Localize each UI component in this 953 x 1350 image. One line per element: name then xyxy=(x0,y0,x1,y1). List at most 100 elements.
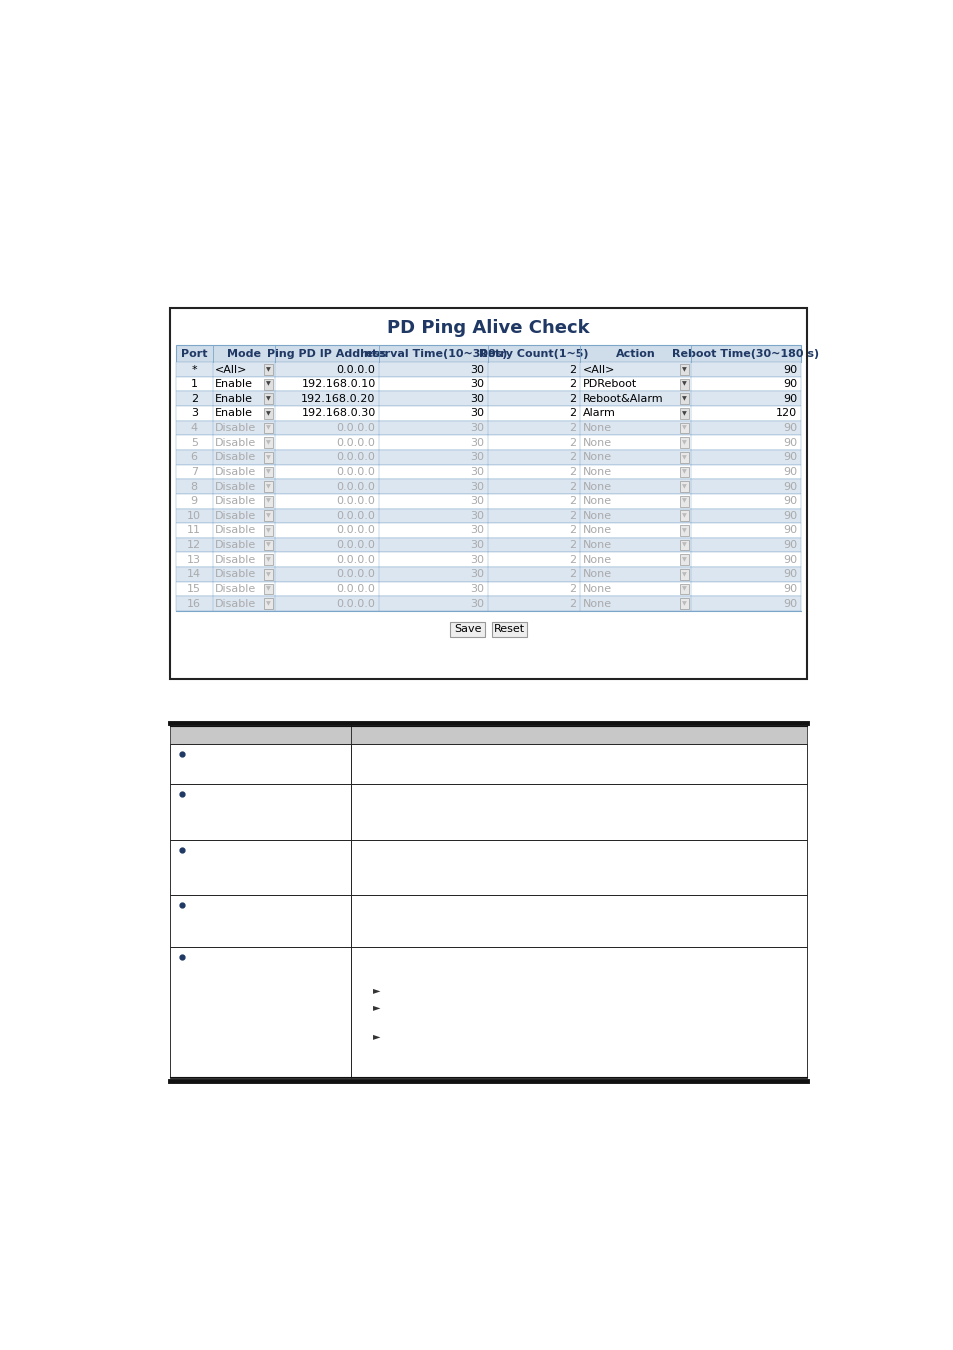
Bar xyxy=(679,555,688,566)
Text: 11: 11 xyxy=(187,525,201,536)
Bar xyxy=(264,583,274,594)
Text: Alarm: Alarm xyxy=(582,409,615,418)
Text: 2: 2 xyxy=(191,394,197,404)
Bar xyxy=(264,568,274,579)
Bar xyxy=(175,392,801,406)
Text: 30: 30 xyxy=(470,525,483,536)
Bar xyxy=(170,948,351,1079)
Bar xyxy=(170,308,806,679)
Text: 90: 90 xyxy=(782,510,797,521)
Text: ▼: ▼ xyxy=(266,382,271,386)
Text: 90: 90 xyxy=(782,452,797,462)
Text: ▼: ▼ xyxy=(266,455,271,460)
Text: 90: 90 xyxy=(782,497,797,506)
Text: 90: 90 xyxy=(782,585,797,594)
Text: *: * xyxy=(192,364,197,374)
Text: None: None xyxy=(582,467,611,477)
Bar xyxy=(679,437,688,448)
Text: Disable: Disable xyxy=(214,452,256,462)
Text: 0.0.0.0: 0.0.0.0 xyxy=(336,437,375,448)
Bar xyxy=(170,784,351,840)
Text: Action: Action xyxy=(615,348,655,359)
Text: ▼: ▼ xyxy=(266,558,271,562)
Text: 30: 30 xyxy=(470,482,483,491)
Text: 4: 4 xyxy=(191,423,197,433)
Bar xyxy=(170,724,351,744)
Text: 30: 30 xyxy=(470,467,483,477)
Text: 14: 14 xyxy=(187,570,201,579)
Bar xyxy=(175,582,801,597)
Text: ▼: ▼ xyxy=(681,440,686,446)
Text: 0.0.0.0: 0.0.0.0 xyxy=(336,510,375,521)
Bar xyxy=(175,552,801,567)
Text: None: None xyxy=(582,423,611,433)
Text: <All>: <All> xyxy=(214,364,247,374)
Text: 2: 2 xyxy=(569,452,576,462)
Text: 2: 2 xyxy=(569,585,576,594)
Text: Disable: Disable xyxy=(214,497,256,506)
Bar xyxy=(175,537,801,552)
Text: ▼: ▼ xyxy=(266,397,271,401)
Text: ►: ► xyxy=(373,984,380,995)
Bar xyxy=(175,421,801,435)
Bar xyxy=(351,840,806,895)
Text: 16: 16 xyxy=(187,598,201,609)
Bar xyxy=(264,437,274,448)
Bar xyxy=(679,510,688,521)
Text: 90: 90 xyxy=(782,525,797,536)
Text: 30: 30 xyxy=(470,452,483,462)
Text: Enable: Enable xyxy=(214,409,253,418)
Text: Disable: Disable xyxy=(214,482,256,491)
Text: 7: 7 xyxy=(191,467,197,477)
Text: ▼: ▼ xyxy=(266,410,271,416)
Bar xyxy=(264,452,274,463)
Text: 6: 6 xyxy=(191,452,197,462)
Text: ▼: ▼ xyxy=(266,470,271,474)
Text: 30: 30 xyxy=(470,497,483,506)
Bar xyxy=(679,583,688,594)
Bar xyxy=(679,481,688,491)
Bar xyxy=(175,346,801,362)
Text: 0.0.0.0: 0.0.0.0 xyxy=(336,570,375,579)
Bar xyxy=(264,598,274,609)
Text: 2: 2 xyxy=(569,437,576,448)
Bar xyxy=(679,598,688,609)
Bar xyxy=(264,393,274,404)
Bar xyxy=(175,435,801,450)
Text: 120: 120 xyxy=(776,409,797,418)
Text: None: None xyxy=(582,540,611,549)
Text: 90: 90 xyxy=(782,437,797,448)
Bar xyxy=(175,377,801,392)
Text: 2: 2 xyxy=(569,540,576,549)
Text: Save: Save xyxy=(454,625,481,634)
Text: 30: 30 xyxy=(470,585,483,594)
Text: ▼: ▼ xyxy=(681,528,686,533)
Text: ▼: ▼ xyxy=(266,513,271,518)
Text: 0.0.0.0: 0.0.0.0 xyxy=(336,497,375,506)
Bar xyxy=(679,568,688,579)
Text: 30: 30 xyxy=(470,423,483,433)
Bar xyxy=(264,540,274,551)
Text: ▼: ▼ xyxy=(681,601,686,606)
Text: 3: 3 xyxy=(191,409,197,418)
Text: 0.0.0.0: 0.0.0.0 xyxy=(336,452,375,462)
Text: Disable: Disable xyxy=(214,598,256,609)
Text: 90: 90 xyxy=(782,570,797,579)
Text: Reset: Reset xyxy=(494,625,524,634)
Text: Port: Port xyxy=(181,348,207,359)
Text: None: None xyxy=(582,598,611,609)
Text: <All>: <All> xyxy=(582,364,615,374)
Text: PDReboot: PDReboot xyxy=(582,379,637,389)
Text: None: None xyxy=(582,570,611,579)
Text: None: None xyxy=(582,510,611,521)
Text: 192.168.0.20: 192.168.0.20 xyxy=(301,394,375,404)
Bar xyxy=(264,423,274,433)
Text: 8: 8 xyxy=(191,482,197,491)
Text: 2: 2 xyxy=(569,467,576,477)
Bar xyxy=(679,364,688,375)
Text: Disable: Disable xyxy=(214,423,256,433)
Text: 30: 30 xyxy=(470,570,483,579)
Bar xyxy=(679,379,688,390)
Text: 30: 30 xyxy=(470,555,483,564)
Text: ▼: ▼ xyxy=(681,455,686,460)
